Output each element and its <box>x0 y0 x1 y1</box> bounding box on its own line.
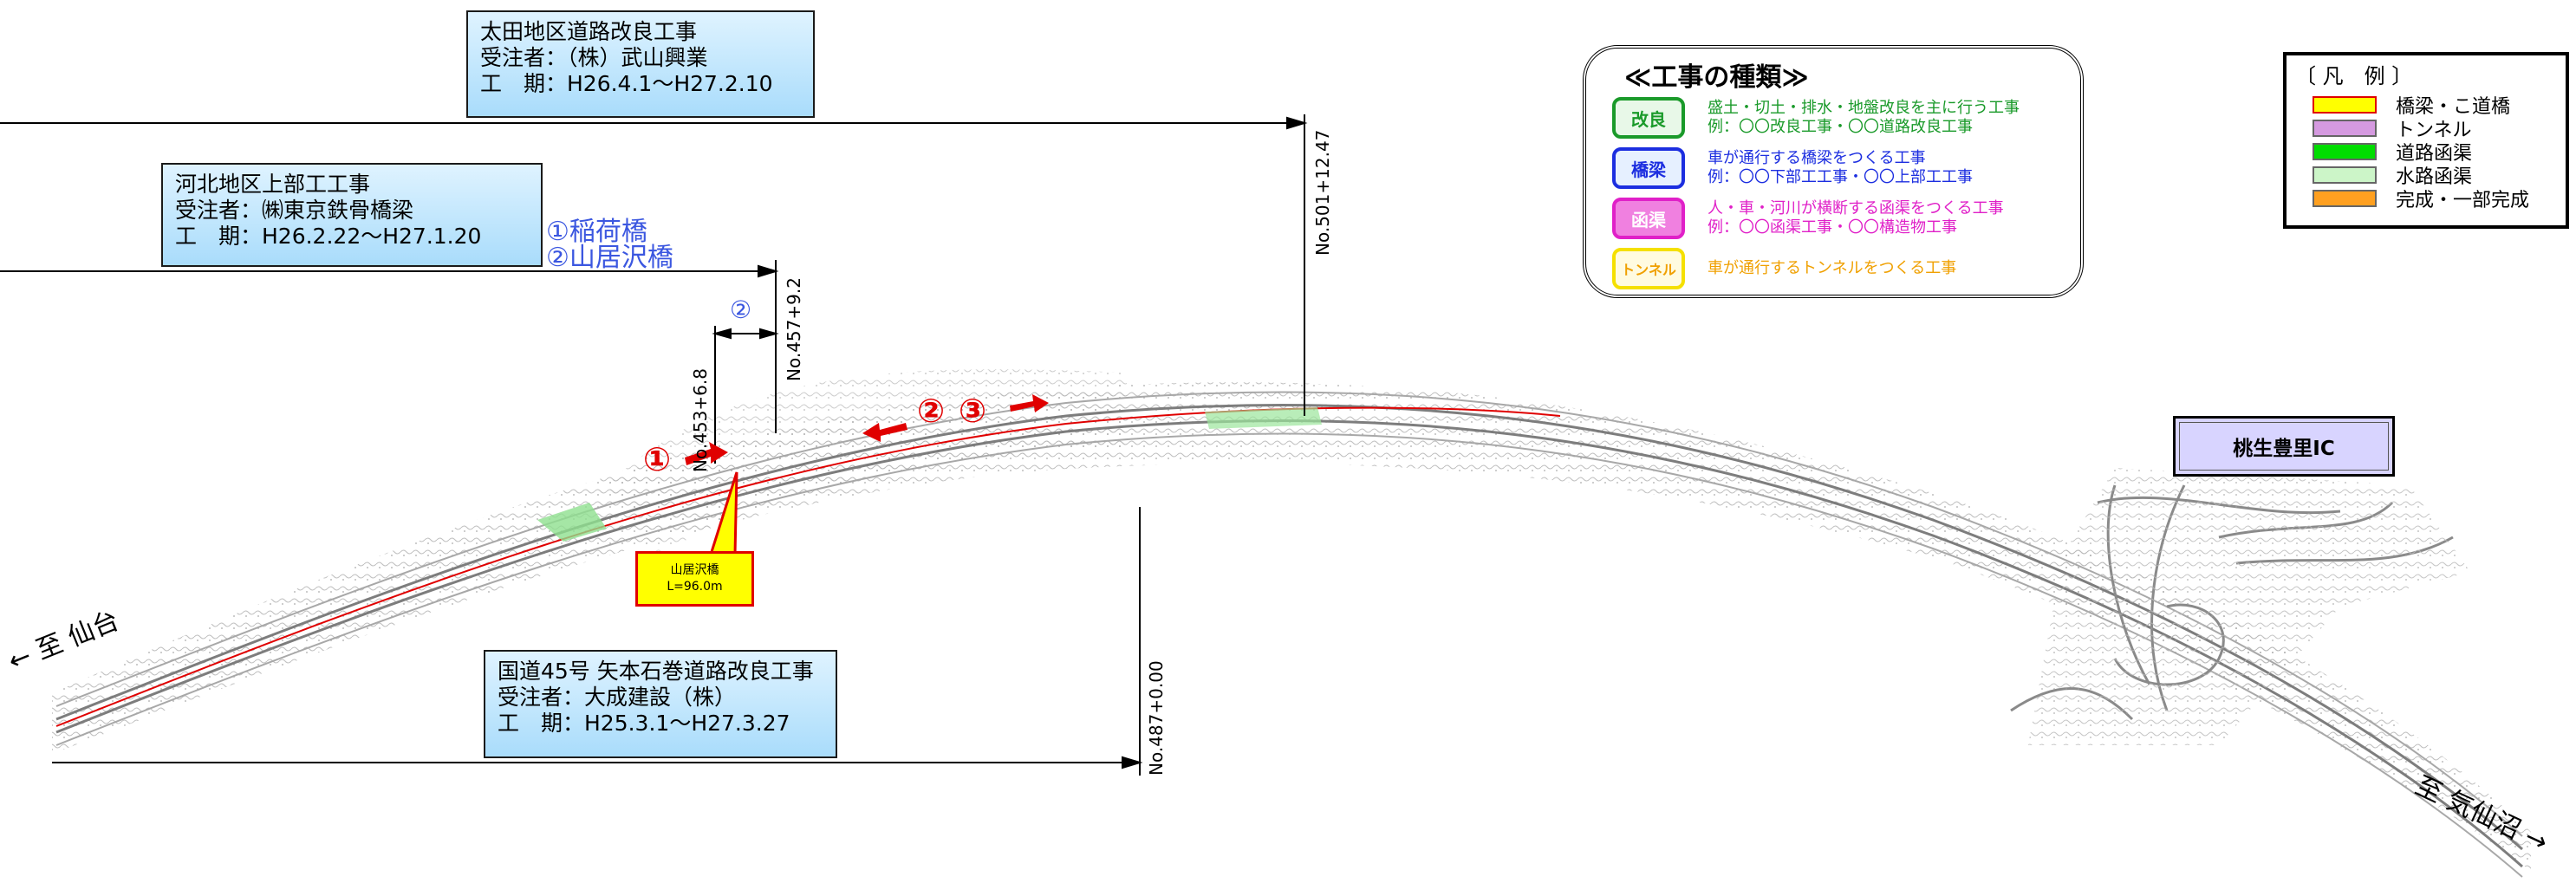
legend-swatch <box>2313 189 2377 207</box>
arrow-left <box>862 423 907 442</box>
marker-1: ① <box>643 440 672 478</box>
bridge-label-inari: ①稲荷橋 <box>546 217 647 247</box>
legend-swatch <box>2313 95 2377 114</box>
work-type-desc: 盛土・切土・排水・地盤改良を主に行う工事 <box>1708 99 2020 117</box>
project-period: 工 期：H25.3.1～H27.3.27 <box>498 711 790 736</box>
project-title: 河北地区上部工工事 <box>175 172 371 197</box>
legend-item-bridge: 橋梁・こ道橋 <box>2287 93 2566 118</box>
work-type-desc: 車が通行する橋梁をつくる工事 <box>1708 149 1926 167</box>
bridge-label-sankyozawa: ②山居沢橋 <box>546 243 673 273</box>
legend-swatch <box>2313 166 2377 184</box>
legend: 〔 凡 例 〕 橋梁・こ道橋 トンネル 道路函渠 水路函渠 完成・一部完成 <box>2283 52 2569 229</box>
project-contractor: 受注者：（株）武山興業 <box>480 45 708 70</box>
legend-swatch <box>2313 142 2377 160</box>
legend-item-tunnel: トンネル <box>2287 116 2566 141</box>
project-contractor: 受注者：㈱東京鉄骨橋梁 <box>175 198 414 223</box>
badge-kyoryo: 橋梁 <box>1612 147 1685 189</box>
marker-3: ③ <box>959 392 987 430</box>
callout-name: 山居沢橋 <box>670 563 719 577</box>
bridge-callout: 山居沢橋 L=96.0m <box>635 551 754 607</box>
work-type-example: 例：〇〇改良工事・〇〇道路改良工事 <box>1708 118 1973 136</box>
badge-kankyo: 函渠 <box>1612 198 1685 239</box>
project-contractor: 受注者：大成建設（株） <box>498 685 737 710</box>
work-type-desc: 人・車・河川が横断する函渠をつくる工事 <box>1708 199 2004 218</box>
road-centerline <box>55 406 1561 727</box>
work-types-title: ≪工事の種類≫ <box>1624 62 1809 93</box>
legend-item-water-culvert: 水路函渠 <box>2287 163 2566 188</box>
project-box-ota: 太田地区道路改良工事 受注者：（株）武山興業 工 期：H26.4.1～H27.2… <box>466 10 815 118</box>
station-label: No.487+0.00 <box>1146 660 1167 776</box>
span-marker: ② <box>730 295 752 324</box>
arrow-right <box>685 442 728 465</box>
project-title: 国道45号 矢本石巻道路改良工事 <box>498 659 814 684</box>
interchange-label: 桃生豊里IC <box>2173 416 2395 477</box>
interchange-terrain <box>2028 468 2470 745</box>
project-title: 太田地区道路改良工事 <box>480 19 698 44</box>
green-section <box>1205 407 1322 429</box>
legend-swatch <box>2313 119 2377 137</box>
work-type-desc: 車が通行するトンネルをつくる工事 <box>1708 259 1957 277</box>
work-type-example: 例：〇〇下部工工事・〇〇上部工工事 <box>1708 168 1973 186</box>
badge-tunnel: トンネル <box>1612 248 1685 289</box>
work-type-row: トンネル 車が通行するトンネルをつくる工事 <box>1612 248 1956 289</box>
station-label: No.457+9.2 <box>784 277 804 381</box>
green-section <box>537 503 607 542</box>
station-label: No.501+12.47 <box>1312 129 1333 256</box>
project-period: 工 期：H26.4.1～H27.2.10 <box>480 71 773 96</box>
project-box-kawakita: 河北地区上部工工事 受注者：㈱東京鉄骨橋梁 工 期：H26.2.22～H27.1… <box>161 163 543 267</box>
badge-kairyo: 改良 <box>1612 97 1685 139</box>
marker-2: ② <box>917 392 946 430</box>
legend-item-completed: 完成・一部完成 <box>2287 186 2566 211</box>
work-types-panel: ≪工事の種類≫ 改良 盛土・切土・排水・地盤改良を主に行う工事 例：〇〇改良工事… <box>1583 45 2084 298</box>
project-period: 工 期：H26.2.22～H27.1.20 <box>175 224 482 249</box>
work-type-row: 改良 盛土・切土・排水・地盤改良を主に行う工事 例：〇〇改良工事・〇〇道路改良工… <box>1612 97 2020 139</box>
legend-item-road-culvert: 道路函渠 <box>2287 140 2566 165</box>
project-box-route45: 国道45号 矢本石巻道路改良工事 受注者：大成建設（株） 工 期：H25.3.1… <box>484 650 837 758</box>
work-type-example: 例：〇〇函渠工事・〇〇構造物工事 <box>1708 218 1957 237</box>
legend-title: 〔 凡 例 〕 <box>2295 64 2413 88</box>
callout-length: L=96.0m <box>667 580 723 594</box>
work-type-row: 函渠 人・車・河川が横断する函渠をつくる工事 例：〇〇函渠工事・〇〇構造物工事 <box>1612 198 2004 239</box>
station-label: No.453+6.8 <box>690 368 711 472</box>
arrow-right <box>1010 394 1049 412</box>
work-type-row: 橋梁 車が通行する橋梁をつくる工事 例：〇〇下部工工事・〇〇上部工工事 <box>1612 147 1973 189</box>
